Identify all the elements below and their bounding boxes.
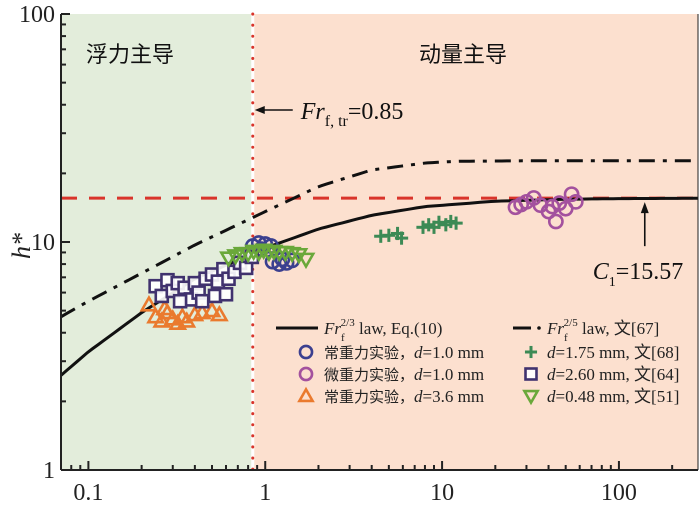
legend-label-rest: =1.0 mm — [423, 365, 485, 384]
c1-label-sub: 1 — [609, 275, 616, 290]
legend-label-cn: 微重力实验， — [324, 366, 414, 384]
series-6 — [219, 243, 316, 270]
curve-fr25-law — [60, 159, 698, 319]
legend-label-var: d — [547, 387, 556, 406]
data-point — [202, 300, 222, 318]
legend-label: Frf 2/3 law, Eq.(10) — [323, 317, 442, 344]
data-point — [567, 193, 584, 210]
legend-entry: 常重力实验，d=1.0 mm — [298, 343, 484, 362]
legend-symbol-triangle-down — [522, 389, 540, 406]
data-point — [155, 298, 175, 316]
region-label-buoyancy: 浮力主导 — [86, 43, 174, 68]
region-buoyancy-dominated — [61, 14, 253, 470]
reference-lines — [61, 12, 698, 472]
y-tick-label: 100 — [19, 2, 55, 28]
legend-label: 常重力实验，d=1.0 mm — [324, 343, 484, 362]
y-axis-title: h* — [7, 233, 36, 259]
data-point — [432, 215, 446, 229]
legend-entry: Frf 2/3 law, Eq.(10) — [276, 317, 442, 344]
region-momentum-dominated — [252, 14, 699, 470]
transition-label-value: =0.85 — [348, 99, 404, 125]
legend-label-rest: law, 文[67] — [578, 319, 660, 338]
legend-label-rest: =1.75 mm, 文[68] — [556, 343, 680, 362]
transition-arrow-head — [254, 106, 265, 114]
legend-label: d=2.60 mm, 文[64] — [547, 365, 679, 384]
legend-entry: Frf 2/5 law, 文[67] — [513, 317, 659, 344]
c1-label-value: =15.57 — [616, 259, 684, 285]
x-tick-label: 10 — [430, 480, 454, 506]
legend-label-var: d — [414, 387, 423, 406]
y-tick-label: 10 — [31, 230, 55, 256]
legend-label-rest: =3.6 mm — [423, 387, 485, 406]
legend-label-rest: =1.0 mm — [423, 343, 485, 362]
legend-label-rest: =0.48 mm, 文[51] — [556, 387, 680, 406]
legend-symbol-dot — [537, 326, 541, 330]
legend: Frf2/3 law, Eq.(10) Frf2/5 law, 文[67]常重力实… — [276, 317, 679, 406]
x-tick-label: 0.1 — [73, 480, 103, 506]
data-point — [218, 286, 234, 302]
legend-label: d=0.48 mm, 文[51] — [547, 387, 679, 406]
y-tick-label: 1 — [43, 458, 55, 484]
data-point — [139, 295, 159, 312]
data-point — [254, 243, 274, 261]
legend-label-rest: law, Eq.(10) — [355, 319, 443, 338]
c1-arrow-head — [640, 202, 649, 214]
legend-label-cn: 常重力实验， — [324, 388, 414, 406]
series-2 — [507, 186, 584, 230]
transition-label: Frf, tr=0.85 — [300, 99, 404, 130]
data-point — [547, 213, 564, 230]
legend-label-var: d — [547, 343, 556, 362]
data-point — [296, 252, 316, 270]
legend-symbol-square — [524, 367, 538, 381]
legend-symbol-plus — [524, 345, 538, 359]
data-point — [449, 216, 463, 230]
legend-label: d=1.75 mm, 文[68] — [547, 343, 679, 362]
legend-label-rest: =2.60 mm, 文[64] — [556, 365, 680, 384]
legend-symbol-circle — [298, 344, 314, 360]
transition-label-main: Fr — [300, 99, 326, 125]
legend-label-sub: f — [341, 332, 345, 344]
legend-label-var: d — [547, 365, 556, 384]
transition-label-sub: f, tr — [325, 113, 349, 130]
legend-entry: d=2.60 mm, 文[64] — [524, 365, 679, 384]
legend-entry: d=0.48 mm, 文[51] — [522, 387, 679, 406]
series-3 — [139, 295, 229, 330]
data-point — [152, 311, 172, 328]
data-point — [382, 228, 396, 242]
regions: 浮力主导 动量主导 — [61, 14, 699, 470]
x-tick-label: 100 — [601, 480, 637, 506]
legend-symbol-triangle-up — [297, 386, 315, 403]
legend-symbol-circle — [298, 366, 314, 382]
c1-label: C1=15.57 — [593, 259, 684, 290]
region-label-momentum: 动量主导 — [419, 43, 507, 68]
legend-label: 常重力实验，d=3.6 mm — [324, 387, 484, 406]
data-point — [209, 304, 229, 322]
legend-label-main: Fr — [323, 319, 341, 338]
c1-label-main: C — [593, 259, 610, 285]
data-point — [289, 247, 309, 265]
x-tick-label: 1 — [259, 480, 271, 506]
legend-label-sub: f — [564, 332, 568, 344]
legend-entry: 常重力实验，d=3.6 mm — [297, 386, 484, 406]
data-point — [394, 231, 409, 245]
legend-label: 微重力实验，d=1.0 mm — [324, 365, 484, 384]
legend-label-var: d — [414, 343, 423, 362]
legend-label-var: d — [414, 365, 423, 384]
legend-entry: 微重力实验，d=1.0 mm — [298, 365, 484, 384]
series-4 — [374, 214, 463, 245]
legend-label-main: Fr — [546, 319, 564, 338]
legend-label-sup: 2/3 — [341, 317, 356, 329]
data-point — [563, 186, 580, 203]
data-points — [139, 186, 584, 330]
legend-entry: d=1.75 mm, 文[68] — [524, 343, 679, 362]
annotations: Frf, tr=0.85 C1=15.57 — [254, 99, 684, 290]
legend-label-sup: 2/5 — [564, 317, 579, 329]
data-point — [172, 293, 188, 309]
series-5 — [148, 249, 260, 309]
data-point — [194, 293, 210, 309]
legend-label: Frf 2/5 law, 文[67] — [546, 317, 659, 344]
legend-label-cn: 常重力实验， — [324, 344, 414, 362]
